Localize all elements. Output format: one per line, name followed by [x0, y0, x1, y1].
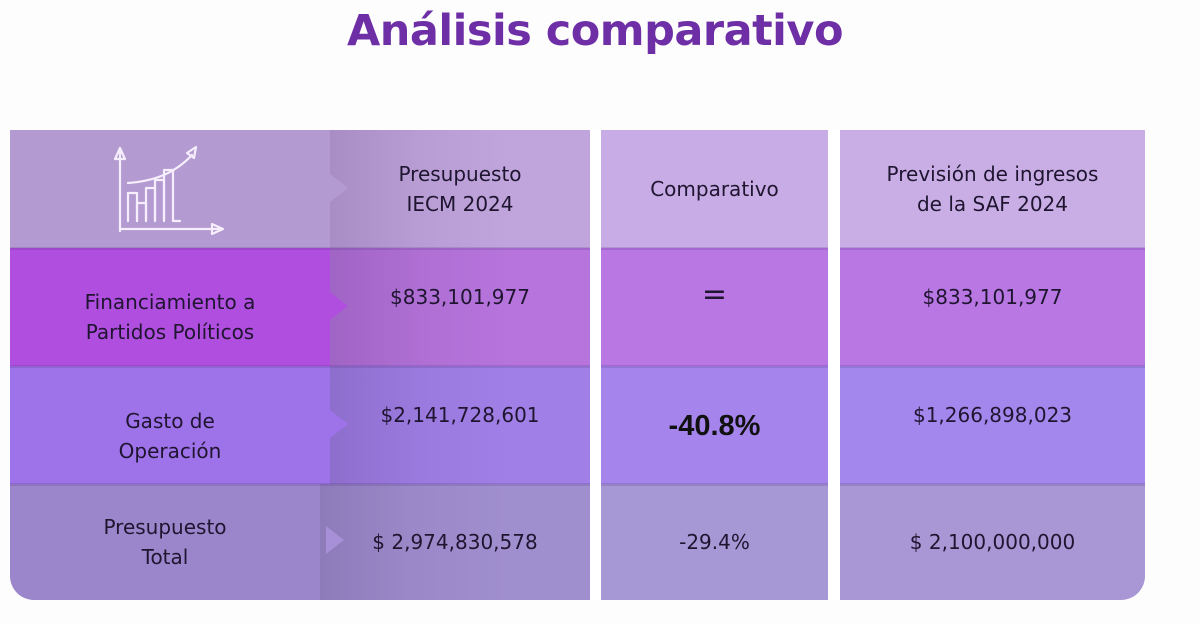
value: $ 2,974,830,578: [372, 530, 538, 554]
row-label-gasto-operacion: Gasto de Operación: [10, 366, 330, 484]
row-label: Presupuesto Total: [103, 515, 227, 569]
cell-iecm-financiamiento: $833,101,977: [330, 248, 590, 366]
row-label: Gasto de Operación: [118, 409, 222, 463]
row-divider: [10, 483, 1145, 486]
pointer-arrow-icon: [330, 292, 348, 320]
row-label: Financiamiento a Partidos Políticos: [84, 290, 256, 344]
pointer-arrow-icon: [330, 174, 348, 202]
page-title: Análisis comparativo: [346, 6, 844, 56]
row-label-financiamiento: Financiamiento a Partidos Políticos: [10, 248, 330, 366]
cell-comparativo-gasto-operacion: -40.8%: [601, 366, 828, 484]
growth-chart-icon: [113, 145, 225, 235]
pointer-arrow-icon: [326, 526, 344, 554]
cell-comparativo-financiamiento: =: [601, 248, 828, 366]
value: $833,101,977: [390, 285, 530, 309]
column-separator: [590, 130, 601, 600]
value: $ 2,100,000,000: [909, 530, 1076, 554]
comparison-table: Presupuesto IECM 2024 Comparativo Previs…: [10, 130, 1145, 600]
header-saf-2024: Previsión de ingresos de la SAF 2024: [840, 130, 1145, 248]
header-comparativo: Comparativo: [601, 130, 828, 248]
equal-sign: =: [701, 277, 728, 312]
cell-saf-presupuesto-total: $ 2,100,000,000: [840, 484, 1145, 600]
cell-iecm-gasto-operacion: $2,141,728,601: [330, 366, 590, 484]
header-label: Presupuesto IECM 2024: [398, 162, 522, 216]
header-label: Previsión de ingresos de la SAF 2024: [886, 162, 1099, 216]
value: -29.4%: [679, 530, 750, 554]
value: $2,141,728,601: [380, 403, 540, 427]
cell-comparativo-presupuesto-total: -29.4%: [601, 484, 828, 600]
header-iecm-2024: Presupuesto IECM 2024: [330, 130, 590, 248]
cell-saf-financiamiento: $833,101,977: [840, 248, 1145, 366]
value: $1,266,898,023: [912, 403, 1073, 427]
row-divider: [10, 247, 1145, 250]
cell-saf-gasto-operacion: $1,266,898,023: [840, 366, 1145, 484]
header-icon-cell: [10, 130, 330, 248]
row-label-presupuesto-total: Presupuesto Total: [10, 484, 320, 600]
row-divider: [10, 365, 1145, 368]
cell-iecm-presupuesto-total: $ 2,974,830,578: [320, 484, 590, 600]
header-label: Comparativo: [650, 177, 779, 201]
pointer-arrow-icon: [330, 410, 348, 438]
value-highlight: -40.8%: [668, 410, 761, 442]
value: $833,101,977: [922, 285, 1063, 309]
column-separator: [828, 130, 840, 600]
